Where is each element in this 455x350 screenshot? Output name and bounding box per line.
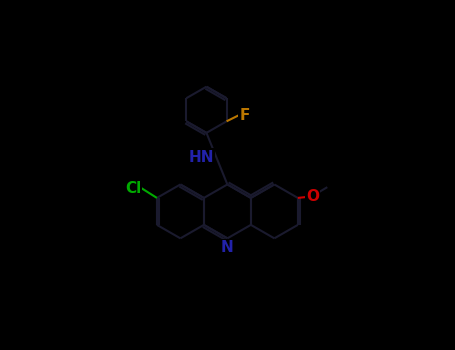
Text: F: F bbox=[239, 108, 250, 122]
Text: N: N bbox=[221, 240, 234, 255]
Text: O: O bbox=[306, 189, 319, 204]
Text: HN: HN bbox=[189, 149, 214, 164]
Text: Cl: Cl bbox=[125, 181, 141, 196]
